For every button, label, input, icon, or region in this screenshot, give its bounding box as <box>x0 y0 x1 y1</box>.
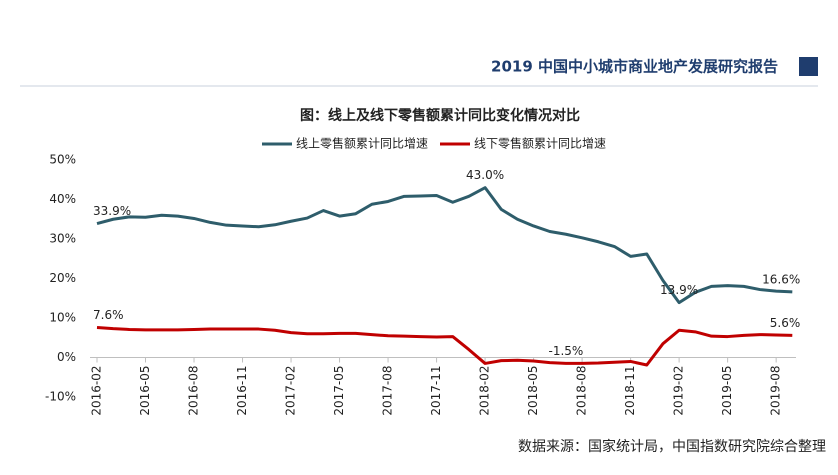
data-label: 13.9% <box>660 283 698 297</box>
x-tick-label: 2017-11 <box>429 366 443 416</box>
data-label: 7.6% <box>93 308 124 322</box>
data-label: 5.6% <box>770 316 801 330</box>
x-tick-label: 2017-05 <box>332 366 346 416</box>
data-label: 33.9% <box>93 204 131 218</box>
y-tick-label: 40% <box>49 192 76 206</box>
y-tick-label: 30% <box>49 232 76 246</box>
x-tick-label: 2017-02 <box>284 366 298 416</box>
source-note: 数据来源：国家统计局，中国指数研究院综合整理 <box>518 438 826 455</box>
series-line <box>96 325 793 367</box>
data-label: -1.5% <box>549 344 584 358</box>
chart-title: 图：线上及线下零售额累计同比变化情况对比 <box>300 107 580 124</box>
legend-label: 线下零售额累计同比增速 <box>474 136 606 151</box>
y-tick-label: 50% <box>49 153 76 167</box>
y-tick-label: 20% <box>49 271 76 285</box>
x-tick-label: 2018-08 <box>575 366 589 416</box>
header-square <box>799 57 818 76</box>
x-tick-label: 2019-05 <box>720 366 734 416</box>
x-tick-label: 2019-08 <box>769 366 783 416</box>
series-line <box>96 186 793 305</box>
report-header: 2019 中国中小城市商业地产发展研究报告 <box>491 58 778 76</box>
data-label: 43.0% <box>466 168 504 182</box>
x-tick-label: 2019-02 <box>672 366 686 416</box>
y-tick-label: -10% <box>45 390 76 404</box>
data-label: 16.6% <box>762 272 800 286</box>
x-tick-label: 2016-11 <box>235 366 249 416</box>
x-tick-label: 2016-05 <box>138 366 152 416</box>
y-tick-label: 10% <box>49 311 76 325</box>
legend-label: 线上零售额累计同比增速 <box>296 136 428 151</box>
x-tick-label: 2016-08 <box>187 366 201 416</box>
x-tick-label: 2018-02 <box>478 366 492 416</box>
x-tick-label: 2018-05 <box>526 366 540 416</box>
x-tick-label: 2016-02 <box>90 366 104 416</box>
x-tick-label: 2017-08 <box>381 366 395 416</box>
x-tick-label: 2018-11 <box>623 366 637 416</box>
y-tick-label: 0% <box>57 350 76 364</box>
